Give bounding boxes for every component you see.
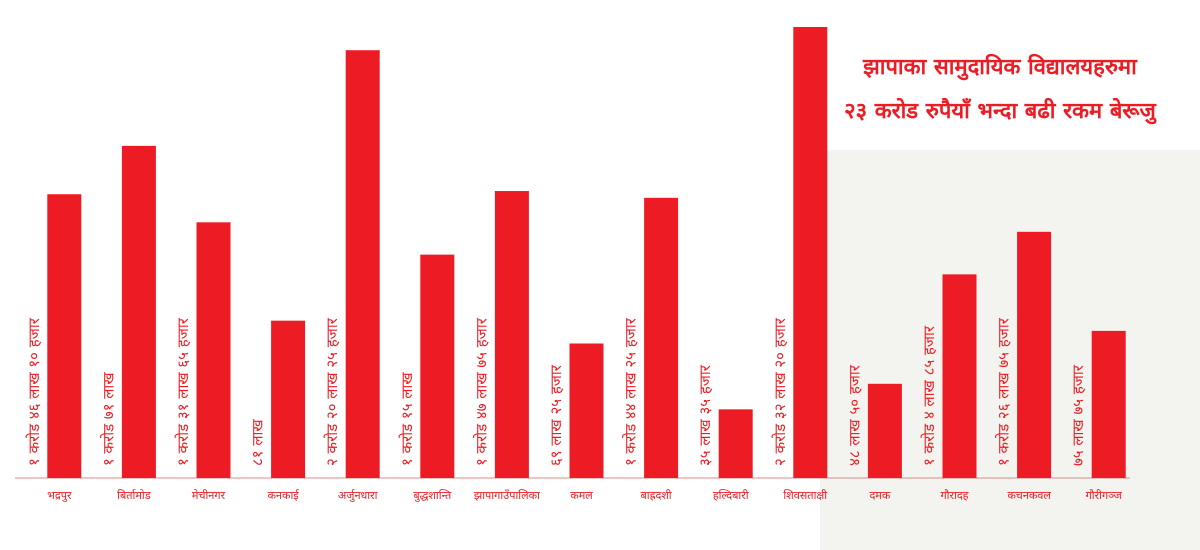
x-tick-label: मेचीनगर (192, 489, 226, 502)
value-label: ३५ लाख ३५ हजार (696, 364, 714, 466)
value-label: १ करोड ७१ लाख (99, 372, 117, 466)
value-label: २ करोड ३२ लाख २० हजार (771, 317, 789, 466)
x-tick-label: बाह्रदशी (641, 489, 672, 502)
x-tick-label: शिवसताक्षी (783, 489, 827, 502)
x-tick-label: दमक (869, 489, 890, 502)
x-tick-label: कचनकवल (1007, 489, 1051, 502)
value-label: १ करोड ३१ लाख ६५ हजार (174, 317, 192, 466)
bar (121, 145, 156, 478)
bar (1017, 231, 1052, 478)
bar (196, 222, 231, 478)
x-tick-label: गौरीगञ्ज (1086, 489, 1123, 502)
x-tick-label: हल्दिबारी (713, 489, 749, 502)
bar (1091, 330, 1126, 478)
bar (345, 50, 380, 478)
bar (494, 191, 529, 478)
chart-subtitle: २३ करोड रुपैयाँ भन्दा बढी रकम बेरूजु (844, 97, 1157, 125)
bar (942, 274, 977, 478)
x-tick-label: बिर्तामोड (117, 489, 151, 502)
value-label: १ करोड २६ लाख ७५ हजार (995, 317, 1013, 466)
x-tick-label: गौरादह (940, 489, 968, 502)
x-tick-label: कमल (570, 489, 593, 502)
value-label: १ करोड ४ लाख ८५ हजार (920, 325, 938, 466)
x-tick-label: कनकाई (267, 489, 299, 502)
value-label: १ करोड ४६ लाख १० हजार (25, 317, 43, 466)
value-label: १ करोड ४४ लाख २५ हजार (622, 317, 640, 466)
background-illustration (820, 150, 1200, 550)
value-label: २ करोड २० लाख २५ हजार (323, 317, 341, 466)
value-label: १ करोड ४७ लाख ७५ हजार (472, 317, 490, 466)
bar (420, 254, 455, 478)
bar (271, 320, 306, 478)
value-label: ६९ लाख २५ हजार (547, 364, 565, 466)
value-label: १ करोड १५ लाख (398, 372, 416, 466)
bar (867, 383, 902, 478)
bar (644, 197, 679, 478)
value-label: ८१ लाख (249, 419, 267, 466)
bar (793, 27, 828, 478)
value-label: ४८ लाख ५० हजार (845, 364, 863, 466)
bar (47, 194, 82, 478)
bar (569, 343, 604, 478)
x-tick-label: भद्रपुर (47, 489, 72, 502)
bar (718, 409, 753, 478)
x-tick-label: बुद्धशान्ति (413, 489, 452, 502)
value-label: ७५ लाख ७५ हजार (1069, 364, 1087, 466)
x-tick-label: झापागाउँपालिका (474, 489, 540, 502)
x-tick-label: अर्जुनधारा (338, 489, 378, 502)
chart-title: झापाका सामुदायिक विद्यालयहरुमा (862, 53, 1138, 81)
